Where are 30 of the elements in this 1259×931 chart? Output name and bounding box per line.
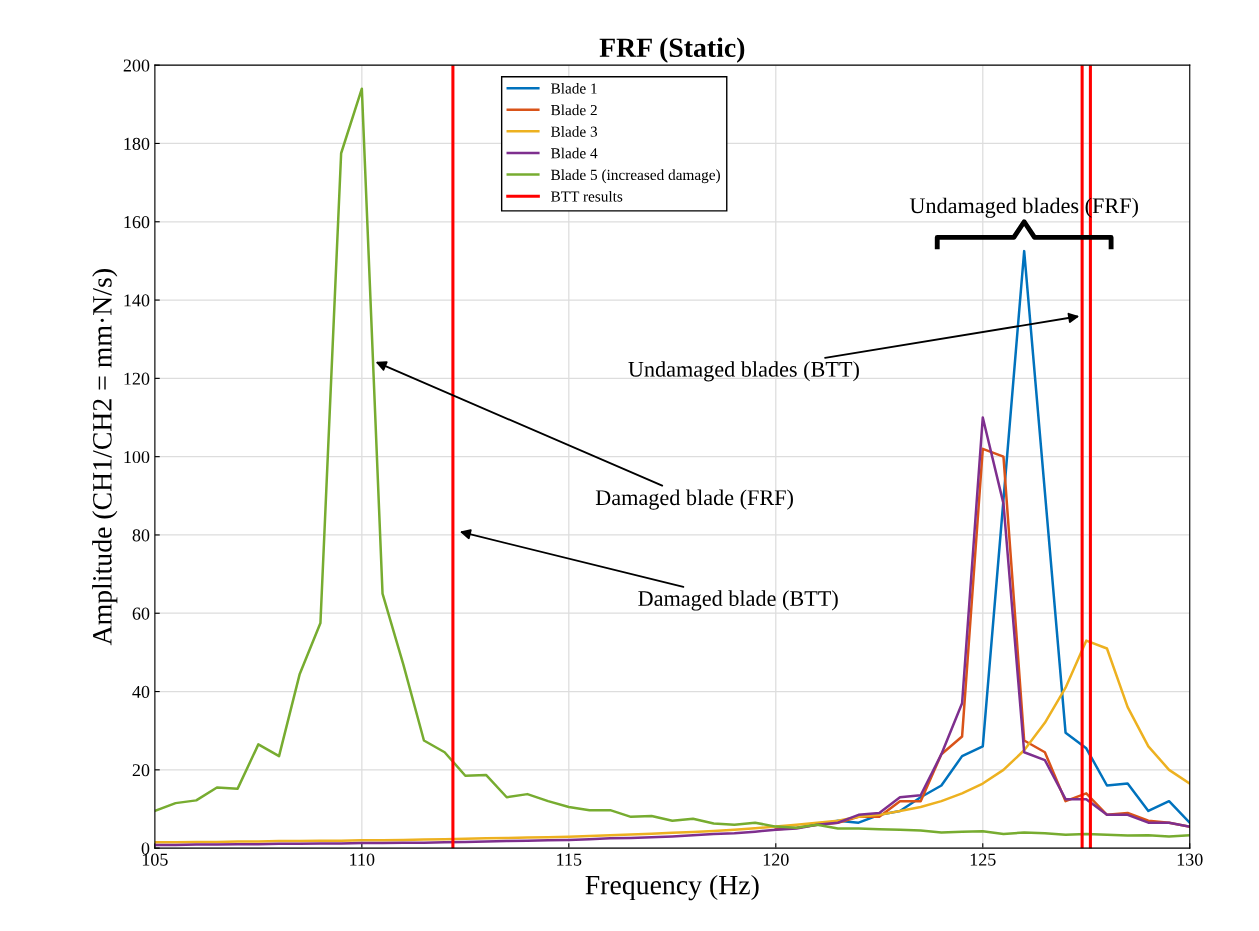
x-tick-label: 105 — [142, 853, 168, 866]
x-tick-label: 125 — [970, 853, 996, 866]
legend-label: BTT results — [550, 190, 623, 202]
x-tick-label: 110 — [350, 853, 375, 866]
x-tick-label: 130 — [1177, 853, 1203, 866]
line-series — [154, 639, 1190, 844]
annotation: Undamaged blades (BTT) — [628, 361, 859, 382]
y-tick-label: 160 — [124, 216, 150, 229]
y-tick-label: 60 — [132, 607, 150, 620]
chart-title: FRF (Static) — [599, 37, 745, 63]
annotation: Damaged blade (FRF) — [595, 489, 793, 510]
legend-label: Blade 5 (increased damage) — [550, 169, 720, 184]
x-axis-title: Frequency (Hz) — [585, 874, 759, 901]
legend-label: Blade 4 — [550, 147, 598, 159]
legend-label: Blade 3 — [550, 126, 598, 137]
y-tick-label: 40 — [132, 685, 150, 698]
y-tick-label: 80 — [132, 529, 150, 542]
y-tick-label: 120 — [124, 372, 150, 385]
y-tick-label: 140 — [124, 294, 150, 307]
y-tick-label: 200 — [123, 59, 150, 72]
y-tick-label: 0 — [141, 842, 150, 855]
annotation: Damaged blade (BTT) — [638, 590, 838, 611]
x-tick-label: 120 — [763, 853, 789, 866]
y-tick-label: 180 — [124, 137, 150, 150]
y-axis-title: Amplitude (CH1/CH2 = mm·N/s) — [92, 269, 118, 646]
x-tick-label: 115 — [557, 853, 582, 866]
y-tick-label: 100 — [124, 450, 150, 464]
y-tick-label: 20 — [132, 764, 150, 777]
legend-label: Blade 1 — [550, 82, 597, 94]
legend-label: Blade 2 — [550, 104, 597, 116]
